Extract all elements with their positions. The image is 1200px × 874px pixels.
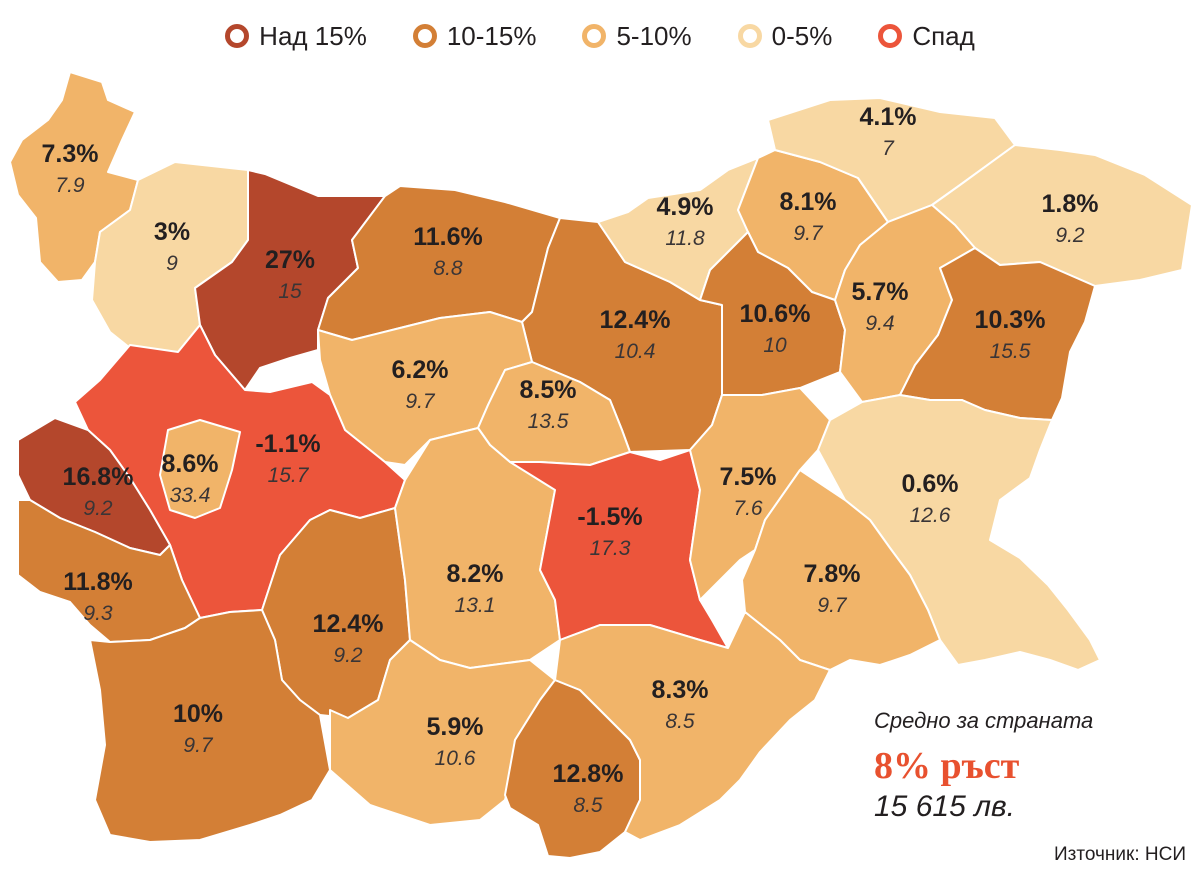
- region-change-label: 5.9%: [427, 713, 484, 741]
- legend-label: 5-10%: [616, 20, 692, 51]
- legend-label: 0-5%: [771, 20, 833, 51]
- region-sofia-city: [159, 419, 241, 519]
- region-vratsa: [194, 169, 386, 391]
- legend-item: 0-5%: [737, 20, 833, 52]
- region-change-label: 10.6%: [740, 300, 811, 328]
- region-value-label: 13.5: [528, 410, 569, 433]
- region-change-label: 5.7%: [852, 278, 909, 306]
- region-value-label: 9.7: [183, 734, 214, 757]
- region-value-label: 10.4: [615, 340, 656, 363]
- region-value-label: 15.5: [990, 340, 1031, 363]
- region-value-label: 15: [278, 280, 302, 303]
- region-value-label: 8.5: [573, 794, 603, 817]
- region-value-label: 11.8: [665, 227, 705, 250]
- region-value-label: 7.9: [55, 174, 85, 197]
- region-value-label: 9.2: [83, 497, 113, 520]
- legend: Над 15% 10-15% 5-10% 0-5% Спад: [0, 14, 1200, 58]
- region-value-label: 8.5: [665, 710, 695, 733]
- legend-label: 10-15%: [446, 20, 537, 51]
- region-value-label: 7.6: [733, 497, 763, 520]
- average-label: Средно за страната: [874, 708, 1094, 733]
- region-change-label: 4.9%: [657, 193, 714, 221]
- region-change-label: 10%: [173, 700, 223, 728]
- legend-label: Спад: [912, 20, 975, 51]
- region-change-label: 8.6%: [162, 450, 219, 478]
- region-change-label: 12.4%: [600, 306, 671, 334]
- region-change-label: 12.8%: [553, 760, 624, 788]
- source-note: Източник: НСИ: [1054, 844, 1186, 865]
- region-value-label: 12.6: [910, 504, 951, 527]
- national-summary: Средно за страната 8% ръст 15 615 лв.: [874, 708, 1194, 824]
- region-value-label: 10.6: [435, 747, 476, 770]
- region-value-label: 33.4: [170, 484, 211, 507]
- region-value-label: 10: [763, 334, 787, 357]
- region-change-label: 12.4%: [313, 610, 384, 638]
- region-value-label: 9.7: [817, 594, 848, 617]
- legend-swatch-icon: [412, 24, 437, 48]
- region-change-label: -1.1%: [255, 430, 320, 458]
- legend-swatch-icon: [225, 24, 250, 48]
- region-change-label: 1.8%: [1042, 190, 1099, 218]
- legend-item: Спад: [878, 21, 975, 52]
- region-change-label: 8.3%: [652, 676, 709, 704]
- average-salary: 15 615 лв.: [874, 790, 1016, 823]
- region-value-label: 9.2: [1055, 224, 1085, 247]
- legend-swatch-icon: [737, 24, 762, 48]
- region-value-label: 9.7: [405, 390, 436, 413]
- region-change-label: 7.3%: [42, 140, 99, 168]
- region-change-label: 8.1%: [780, 188, 837, 216]
- region-change-label: 7.8%: [804, 560, 861, 588]
- region-change-label: 10.3%: [975, 306, 1046, 334]
- legend-swatch-icon: [582, 24, 607, 48]
- legend-item: 10-15%: [412, 20, 537, 52]
- region-change-label: 8.5%: [520, 376, 577, 404]
- region-change-label: 7.5%: [720, 463, 777, 491]
- region-change-label: 27%: [265, 246, 315, 274]
- region-value-label: 9.7: [793, 222, 824, 245]
- legend-label: Над 15%: [259, 20, 367, 51]
- region-change-label: 4.1%: [860, 103, 917, 131]
- region-value-label: 13.1: [455, 594, 496, 617]
- region-blagoevgrad: [89, 609, 331, 843]
- legend-swatch-icon: [878, 24, 903, 48]
- labels-layer: 7.3% 7.9 3% 9 27% 15 11.6% 8.8 12.4% 10.4 4.9% 11.8…: [42, 103, 1099, 817]
- region-value-label: 9.2: [333, 644, 363, 667]
- legend-item: 5-10%: [582, 20, 692, 52]
- region-value-label: 9.4: [865, 312, 894, 335]
- region-value-label: 17.3: [590, 537, 631, 560]
- region-value-label: 7: [882, 137, 895, 160]
- region-vidin: [9, 71, 139, 283]
- region-change-label: 16.8%: [63, 463, 134, 491]
- region-change-label: 8.2%: [447, 560, 504, 588]
- average-growth: 8% ръст: [874, 745, 1020, 787]
- region-change-label: 3%: [154, 218, 190, 246]
- legend-item: Над 15%: [225, 21, 367, 52]
- region-change-label: 6.2%: [392, 356, 449, 384]
- region-haskovo: [554, 611, 831, 841]
- region-value-label: 9: [166, 252, 178, 275]
- region-change-label: 0.6%: [902, 470, 959, 498]
- region-value-label: 8.8: [433, 257, 463, 280]
- region-change-label: -1.5%: [577, 503, 642, 531]
- region-change-label: 11.8%: [63, 568, 133, 596]
- region-change-label: 11.6%: [413, 223, 483, 251]
- region-stara-zagora: [509, 449, 729, 649]
- regions-layer: [9, 71, 1193, 859]
- region-value-label: 15.7: [268, 464, 310, 487]
- region-value-label: 9.3: [83, 602, 113, 625]
